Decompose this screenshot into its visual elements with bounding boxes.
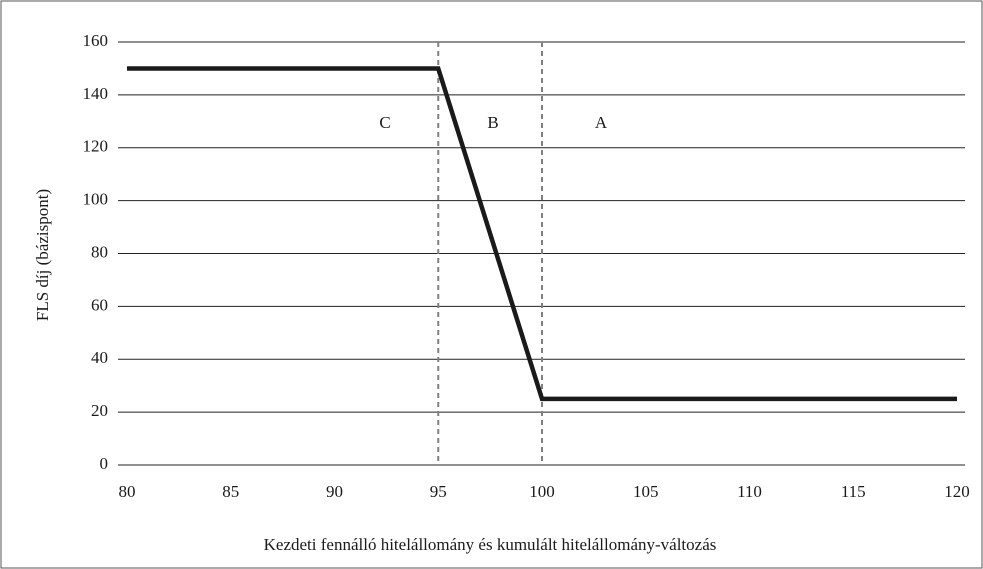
x-tick-label: 95	[430, 482, 447, 501]
y-tick-label: 140	[83, 84, 109, 103]
y-tick-label: 40	[91, 348, 108, 367]
x-tick-label: 100	[529, 482, 555, 501]
y-tick-label: 100	[83, 190, 109, 209]
y-tick-label: 80	[91, 242, 108, 261]
x-tick-label: 85	[222, 482, 239, 501]
y-tick-label: 0	[100, 454, 109, 473]
annotation: B	[487, 113, 498, 132]
y-tick-label: 160	[83, 31, 109, 50]
x-tick-label: 120	[944, 482, 970, 501]
x-axis-label: Kezdeti fennálló hitelállomány és kumulá…	[264, 535, 717, 554]
x-tick-label: 80	[119, 482, 136, 501]
y-axis-label: FLS díj (bázispont)	[33, 189, 52, 321]
x-tick-label: 105	[633, 482, 659, 501]
data-line	[127, 66, 957, 402]
y-tick-label: 120	[83, 137, 109, 156]
annotation: A	[595, 113, 608, 132]
y-tick-label: 60	[91, 295, 108, 314]
x-tick-label: 90	[326, 482, 343, 501]
annotation: C	[379, 113, 390, 132]
y-tick-label: 20	[91, 401, 108, 420]
x-tick-label: 115	[841, 482, 866, 501]
x-tick-label: 110	[737, 482, 762, 501]
